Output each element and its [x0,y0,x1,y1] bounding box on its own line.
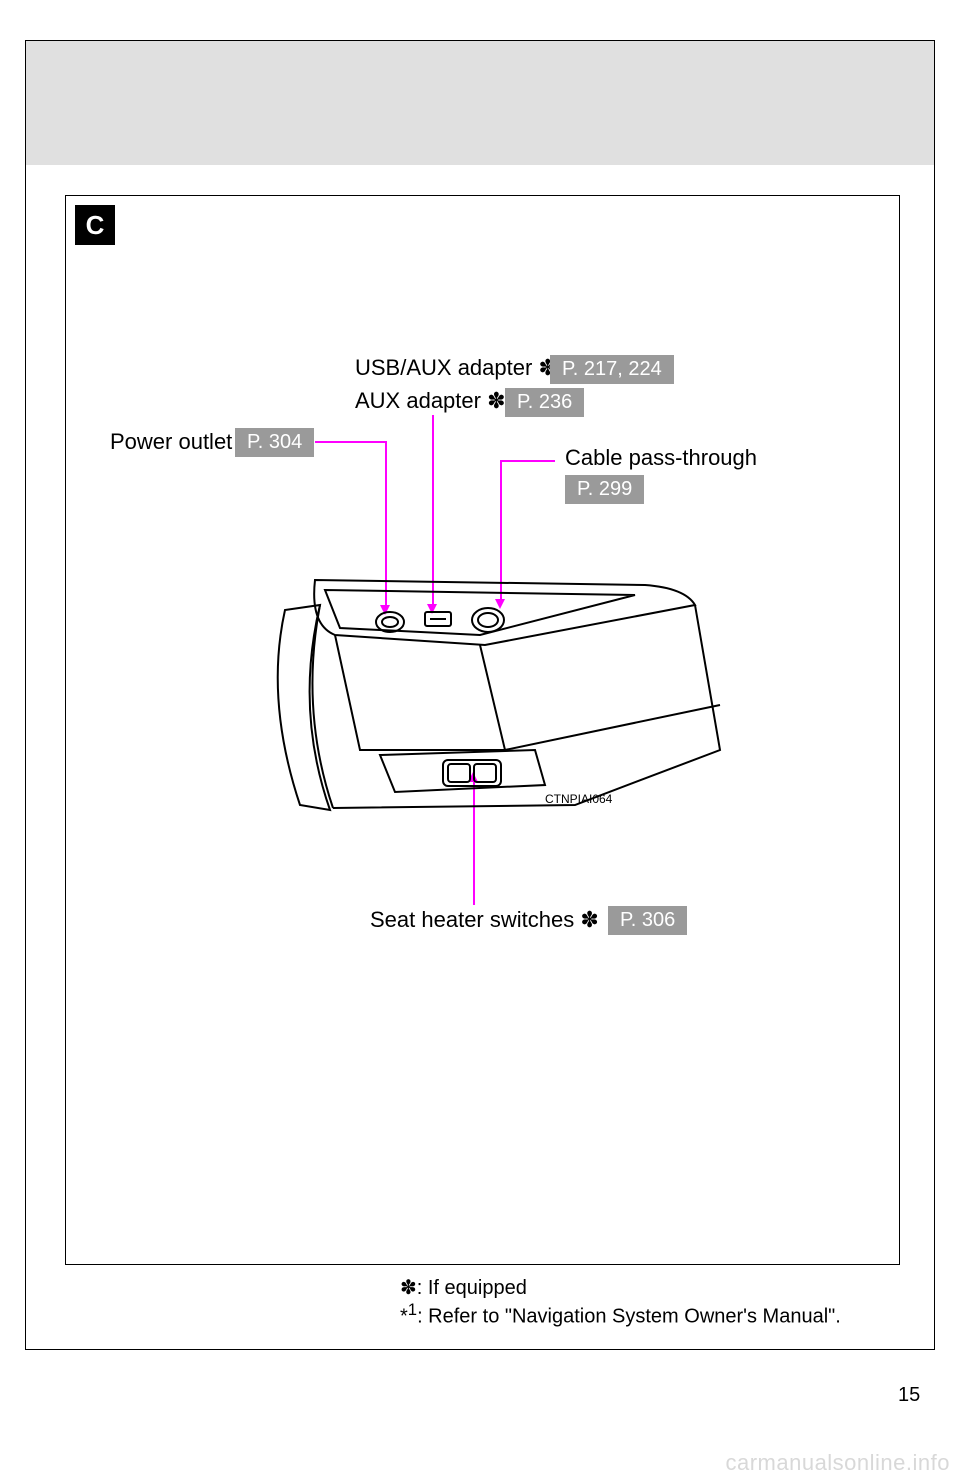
usb-aux-page-ref: P. 217, 224 [550,355,674,384]
aux-page-ref: P. 236 [505,388,584,417]
footnote-if-equipped: ✽: If equipped [400,1275,527,1300]
seat-heater-label: Seat heater switches ✽ [370,907,599,933]
asterisk-icon: ✽ [400,1277,417,1299]
asterisk-icon: ✽ [487,388,505,413]
console-diagram [225,550,725,830]
power-outlet-page-ref: P. 304 [235,428,314,457]
section-marker: C [75,205,115,245]
power-outlet-label: Power outlet [110,429,232,455]
callout-line [500,460,555,462]
cable-pass-label: Cable pass-through [565,445,757,471]
usb-aux-label: USB/AUX adapter ✽ [355,355,557,381]
aux-label: AUX adapter ✽ [355,388,506,414]
callout-line [315,441,385,443]
page-number: 15 [898,1384,920,1407]
cable-pass-page-ref: P. 299 [565,475,644,504]
watermark: carmanualsonline.info [725,1450,950,1476]
seat-heater-page-ref: P. 306 [608,906,687,935]
asterisk-icon: ✽ [580,907,598,932]
diagram-code: CTNPIAI064 [545,792,612,806]
footnote-nav-manual: *1: Refer to "Navigation System Owner's … [400,1300,841,1329]
